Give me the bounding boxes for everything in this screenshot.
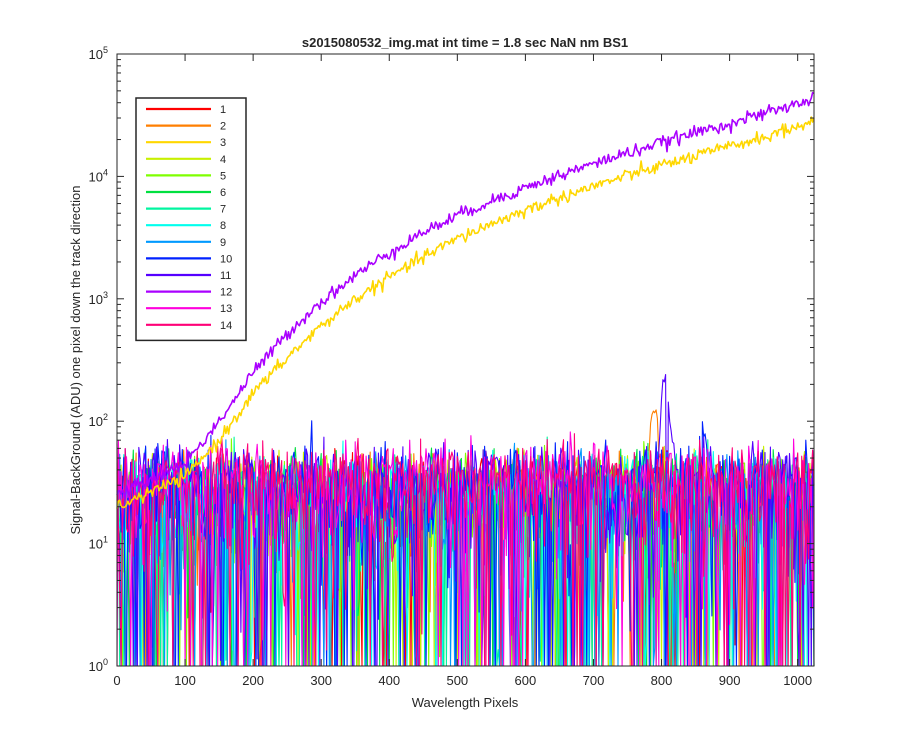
y-tick-label: 102 (89, 412, 108, 429)
x-tick-label: 500 (446, 673, 468, 688)
x-tick-label: 300 (310, 673, 332, 688)
legend-label-2: 2 (220, 121, 226, 133)
legend-label-11: 11 (220, 270, 231, 282)
legend-label-6: 6 (220, 187, 226, 199)
x-tick-label: 400 (378, 673, 400, 688)
legend-label-12: 12 (220, 287, 232, 299)
y-tick-label: 104 (89, 167, 108, 184)
x-axis-label: Wavelength Pixels (412, 695, 519, 710)
y-tick-label: 100 (89, 657, 108, 674)
legend-label-3: 3 (220, 137, 226, 149)
x-tick-label: 800 (651, 673, 673, 688)
x-tick-label: 200 (242, 673, 264, 688)
x-tick-label: 900 (719, 673, 741, 688)
y-axis-label: Signal-BackGround (ADU) one pixel down t… (68, 185, 83, 534)
series-line-3 (116, 116, 815, 509)
x-tick-label: 600 (515, 673, 537, 688)
series-line-14 (116, 433, 815, 667)
y-tick-label: 105 (89, 45, 108, 62)
tick-layer: 0 100 200 300 400 500 600 700 800 900 100010010110… (89, 45, 814, 688)
legend-box (135, 97, 247, 342)
legend-label-9: 9 (220, 237, 226, 249)
chart-title: s2015080532_img.mat int time = 1.8 sec N… (302, 35, 628, 50)
series-line-11 (116, 374, 815, 667)
x-tick-label: 700 (583, 673, 605, 688)
legend-label-13: 13 (220, 303, 232, 315)
axes-box (116, 53, 815, 667)
x-tick-label: 1000 (783, 673, 812, 688)
y-tick-label: 101 (89, 535, 108, 552)
y-tick-label: 103 (89, 290, 108, 307)
x-tick-label: 100 (174, 673, 196, 688)
legend-label-7: 7 (220, 204, 226, 216)
legend-label-1: 1 (220, 104, 226, 116)
legend-label-5: 5 (220, 170, 226, 182)
legend-label-4: 4 (220, 154, 226, 166)
legend-label-8: 8 (220, 220, 226, 232)
legend-label-14: 14 (220, 320, 232, 332)
series-line-12 (116, 91, 815, 500)
legend-label-10: 10 (220, 253, 232, 265)
x-tick-label: 0 (113, 673, 120, 688)
